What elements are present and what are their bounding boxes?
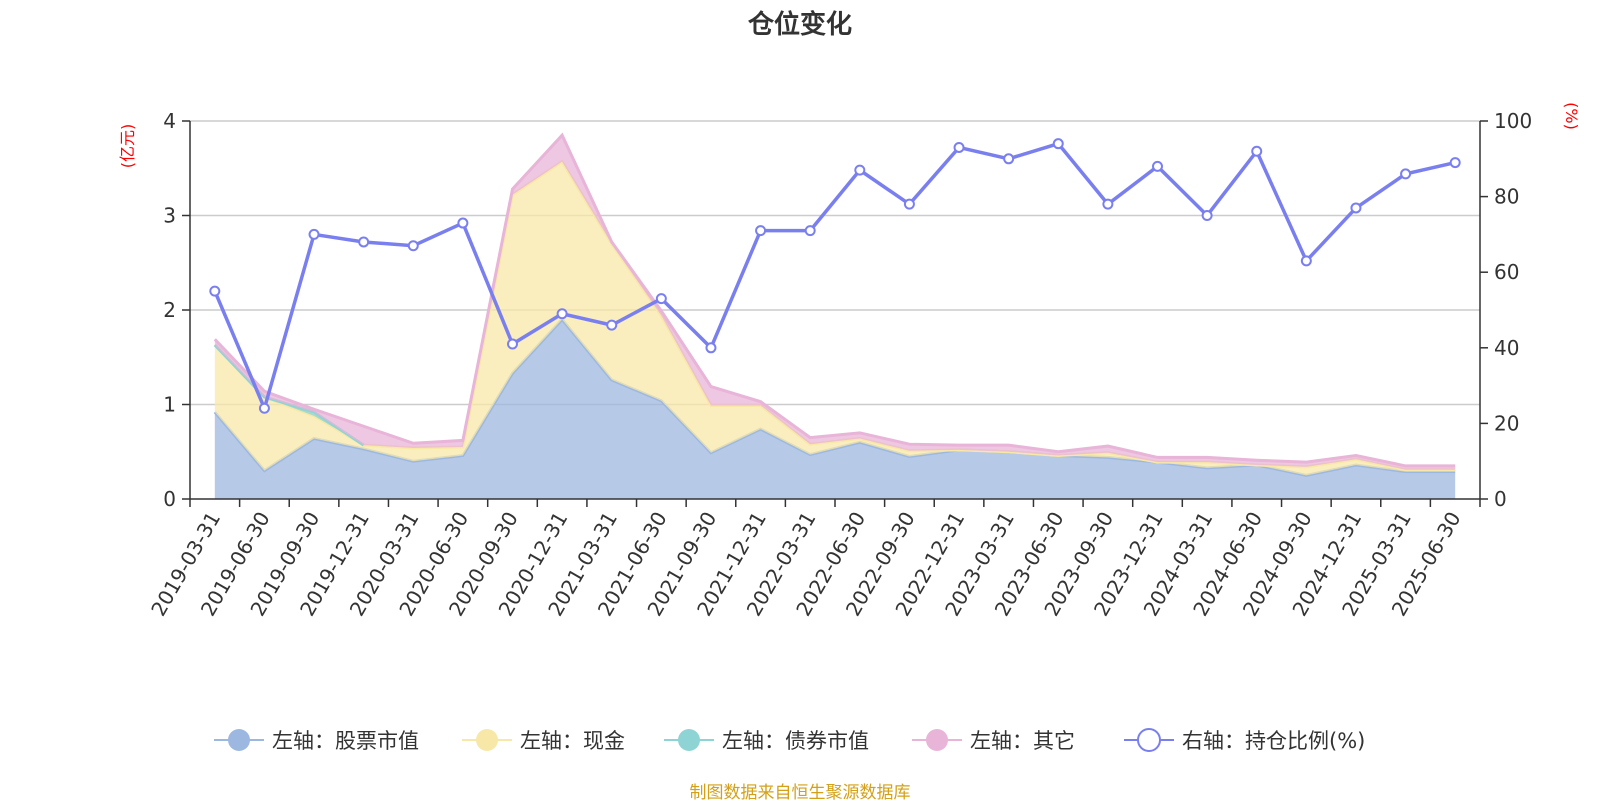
ratio-point [1152,160,1163,172]
legend-marker [1137,728,1161,752]
ratio-point [903,198,915,210]
right-axis-unit: (%) [1562,102,1581,130]
ratio-point [507,338,518,350]
ratio-point [1052,138,1064,150]
left-axis-unit: (亿元) [118,124,137,169]
left-tick-label: 1 [163,393,176,417]
area-edge-左轴：现金 [213,159,1456,472]
ratio-point [407,240,419,252]
right-tick-label: 60 [1494,260,1519,284]
ratio-point [358,236,370,248]
legend-label: 右轴：持仓比例(%) [1182,729,1365,753]
left-tick-label: 3 [163,204,176,228]
ratio-point [953,141,965,153]
ratio-point [1300,255,1312,267]
ratio-point [1400,168,1412,180]
left-tick-label: 4 [163,109,176,133]
legend-marker [476,729,498,751]
legend-item[interactable]: 右轴：持仓比例(%) [1124,728,1365,753]
ratio-point [854,164,866,176]
ratio-point [1003,153,1015,165]
right-tick-label: 100 [1494,109,1532,133]
grid-lines [190,120,1480,406]
ratio-point [606,319,618,331]
ratio-point [1449,157,1461,169]
legend-item[interactable]: 左轴：其它 [912,729,1075,753]
area-左轴：股票市值 [214,319,1456,499]
ratio-point [556,308,568,320]
legend-label: 左轴：股票市值 [272,729,419,753]
data-source-credit: 制图数据来自恒生聚源数据库 [689,783,911,803]
legend-label: 左轴：债券市值 [722,729,869,753]
ratio-point [804,225,816,237]
chart-title: 仓位变化 [747,10,852,40]
right-tick-label: 80 [1494,185,1519,209]
legend[interactable]: 左轴：股票市值 左轴：现金 左轴：债券市值 左轴：其它 右轴：持仓比例(%) [214,728,1365,753]
ratio-point [209,285,221,297]
legend-marker [926,729,948,751]
right-tick-label: 0 [1494,487,1507,511]
right-tick-label: 40 [1494,336,1519,360]
left-tick-label: 2 [163,298,176,322]
ratio-point [308,228,320,240]
left-tick-label: 0 [163,487,176,511]
area-edge-左轴：其它 [213,132,1456,468]
ratio-point [1102,198,1114,210]
legend-label: 左轴：现金 [520,729,625,753]
ratio-point [755,225,767,237]
legend-item[interactable]: 左轴：股票市值 [214,729,419,753]
ratio-point [457,217,469,229]
ratio-point [705,342,717,354]
legend-item[interactable]: 左轴：现金 [462,729,625,753]
area-左轴：现金 [214,161,1456,476]
ratio-line [213,141,1456,414]
legend-marker [678,729,700,751]
area-左轴：其它 [214,135,1456,470]
ratio-line-layer [209,138,1461,414]
ratio-point [1201,210,1213,221]
legend-marker [228,729,250,751]
legend-label: 左轴：其它 [970,729,1075,753]
ratio-point [655,293,667,305]
right-tick-label: 20 [1494,411,1519,435]
legend-item[interactable]: 左轴：债券市值 [664,729,869,753]
ratio-point [1350,202,1362,214]
ratio-point [258,402,270,414]
axes: 012340204060801002019-03-312019-06-30201… [146,109,1532,620]
ratio-point [1251,145,1263,157]
stacked-areas [213,132,1456,499]
